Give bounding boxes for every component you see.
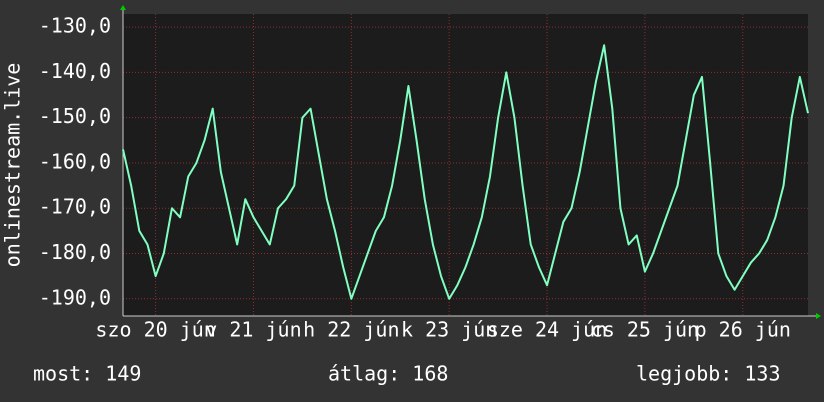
y-axis-label: onlinestream.live [1,63,25,268]
axis-arrow [120,5,126,10]
x-tick-label: k 23 jún [401,318,497,342]
y-tick-label: -150,0 [39,104,111,128]
y-tick-label: -190,0 [39,285,111,309]
x-tick-label: sze 24 jún [487,318,607,342]
stat-average: átlag: 168 [328,362,448,386]
x-tick-label: p 26 jún [695,318,791,342]
y-tick-label: -140,0 [39,59,111,83]
stat-best: legjobb: 133 [636,362,781,386]
y-tick-label: -180,0 [39,240,111,264]
axis-arrow [816,313,821,319]
y-tick-label: -160,0 [39,149,111,173]
y-tick-label: -130,0 [39,14,111,38]
stat-current: most: 149 [33,362,141,386]
y-tick-label: -170,0 [39,195,111,219]
x-tick-label: szo 20 jún [95,318,215,342]
data-line [122,44,809,300]
plot-area [123,14,808,316]
x-tick-label: v 21 jún [205,318,301,342]
x-tick-label: cs 25 jún [591,318,699,342]
x-tick-label: h 22 jún [303,318,399,342]
